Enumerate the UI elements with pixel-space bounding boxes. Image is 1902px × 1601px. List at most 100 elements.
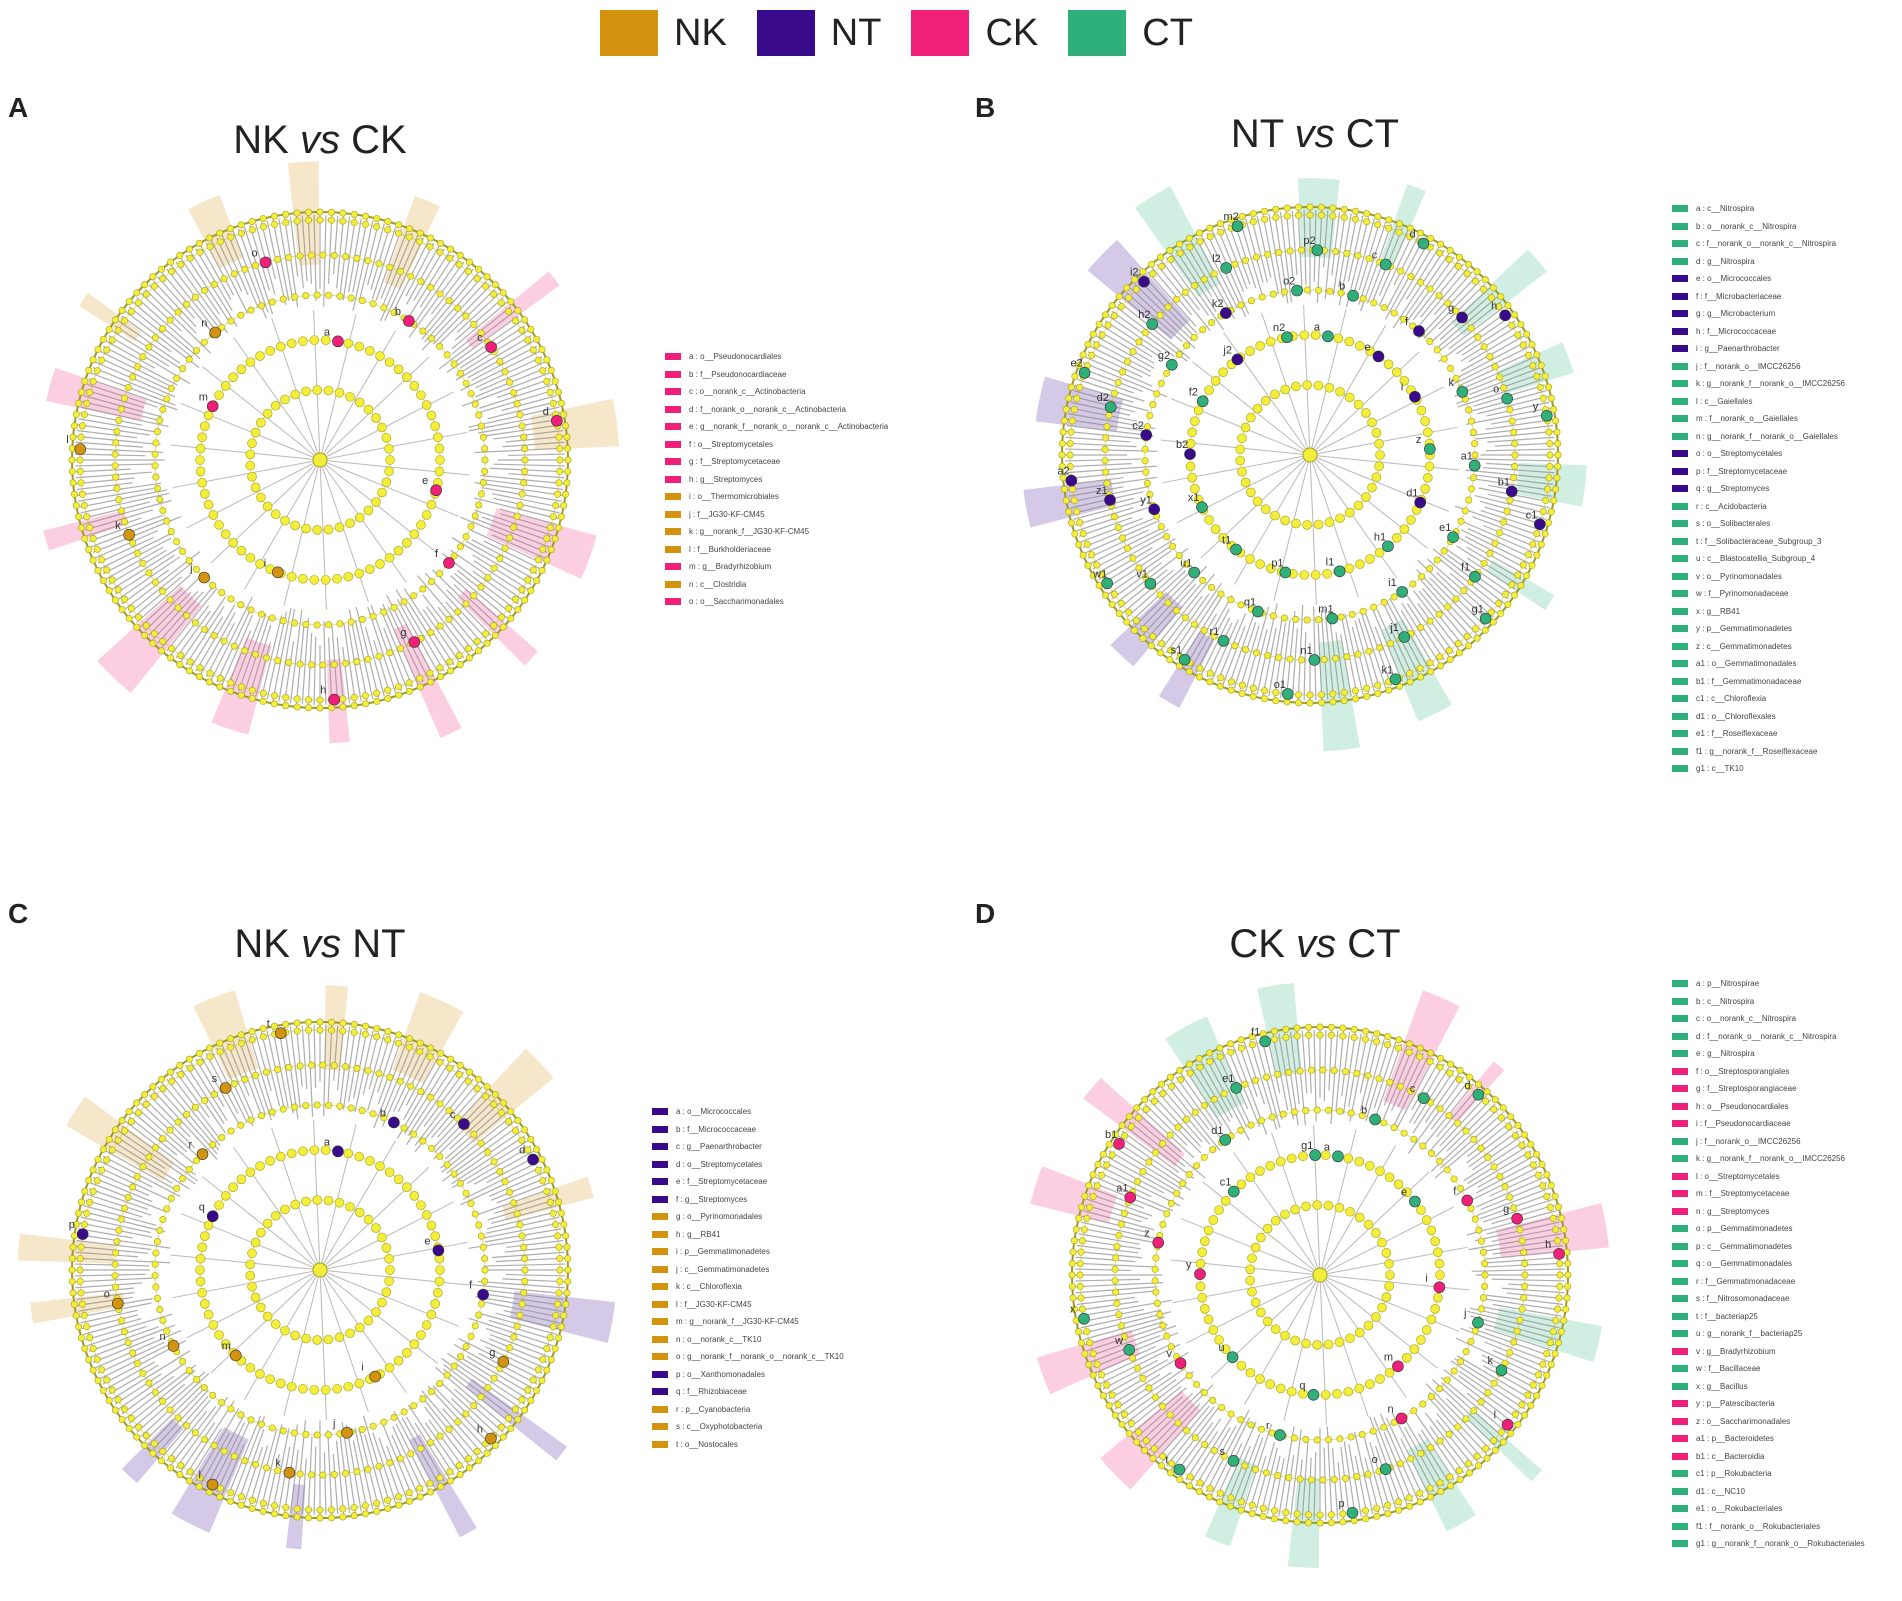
cladogram-node (416, 1200, 426, 1210)
cladogram-node (1166, 656, 1174, 664)
cladogram-branch (1484, 1341, 1548, 1368)
taxon-legend-row: g : o__Pyrinomonadales (652, 1208, 844, 1226)
cladogram-branch (1495, 442, 1555, 447)
cladogram-branch (354, 1427, 374, 1510)
cladogram-node (529, 346, 537, 354)
cladogram-node (1385, 1270, 1395, 1280)
cladogram-node (1231, 260, 1239, 268)
cladogram-branch (108, 549, 167, 585)
cladogram-node (1467, 1205, 1475, 1213)
cladogram-node (1237, 601, 1245, 609)
cladogram-node (362, 700, 370, 708)
cladogram-branch (1297, 604, 1304, 700)
cladogram-node (339, 1019, 347, 1027)
cladogram-node (364, 257, 372, 265)
cladogram-node (369, 300, 377, 308)
cladogram-branch (1077, 1300, 1139, 1311)
cladogram-branch (114, 1373, 162, 1405)
cladogram-branch (380, 230, 408, 300)
taxon-label: e : f__Streptomycetaceae (676, 1177, 768, 1187)
cladogram-branch (505, 1273, 565, 1277)
cladogram-node (1541, 372, 1549, 380)
cladogram-branch (479, 383, 554, 409)
cladogram-node (1481, 1282, 1489, 1290)
cladogram-node (1240, 422, 1251, 433)
cladogram-node (196, 1474, 204, 1482)
cladogram-branch (1118, 301, 1191, 360)
cladogram-branch (362, 1415, 391, 1505)
cladogram-node (1079, 351, 1087, 359)
significant-node (1226, 1351, 1239, 1363)
cladogram-node (268, 298, 276, 306)
cladogram-node (1443, 1166, 1451, 1174)
cladogram-branch (1233, 622, 1257, 689)
cladogram-node (185, 245, 193, 253)
taxon-label: f : o__Streptomycetales (689, 439, 774, 449)
cladogram-node (434, 443, 445, 454)
cladogram-branch (1457, 378, 1544, 408)
cladogram-node (416, 674, 424, 682)
cladogram-node (1075, 1328, 1083, 1336)
cladogram-node (245, 449, 256, 460)
cladogram-node (1423, 427, 1433, 438)
significant-node (123, 529, 135, 541)
cladogram-node (369, 1422, 377, 1430)
cladogram-node (1200, 1304, 1210, 1314)
cladogram-branch (1097, 1171, 1152, 1198)
cladogram-node (1200, 1236, 1210, 1246)
cladogram-branch (1262, 627, 1277, 696)
cladogram-node (371, 1223, 381, 1233)
cladogram-node (1384, 1367, 1395, 1378)
taxon-label: p : c__Gemmatimonadetes (1696, 1241, 1793, 1251)
cladogram-node (248, 217, 256, 225)
cladogram-node (265, 1156, 275, 1166)
taxon-label: d1 : o__Chloroflexales (1696, 711, 1776, 721)
cladogram-branch (1301, 1030, 1308, 1094)
cladogram-branch (1448, 305, 1506, 350)
cladogram-node (166, 1126, 174, 1134)
cladogram-node (1416, 1335, 1426, 1345)
cladogram-node (555, 524, 563, 532)
cladogram-node (1426, 1484, 1434, 1492)
cladogram-node (1185, 1482, 1193, 1490)
cladogram-node (1163, 1332, 1171, 1340)
cladogram-branch (1474, 495, 1549, 515)
cladogram-node (1320, 1390, 1331, 1400)
cladogram-node (1545, 428, 1553, 436)
clade-node-label: c (450, 1109, 456, 1121)
cladogram-node (369, 1110, 377, 1118)
cladogram-node (1396, 1082, 1404, 1090)
cladogram-node (1384, 1510, 1392, 1518)
cladogram-node (1533, 1150, 1541, 1158)
cladogram-node (1454, 262, 1462, 270)
cladogram-node (390, 1413, 398, 1421)
cladogram-node (1129, 1354, 1137, 1362)
cladogram-node (1508, 581, 1516, 589)
cladogram-node (1264, 652, 1272, 660)
clade-node-label: y1 (1140, 494, 1152, 506)
cladogram-node (1089, 1193, 1097, 1201)
cladogram-node (94, 1155, 102, 1163)
cladogram-branch (1466, 557, 1516, 590)
cladogram-branch (1170, 398, 1311, 456)
cladogram-node (427, 283, 435, 291)
cladogram-branch (450, 575, 504, 623)
cladogram-node (1260, 695, 1268, 703)
cladogram-node (1524, 1391, 1532, 1399)
cladogram-node (1364, 1072, 1372, 1080)
cladogram-node (305, 208, 313, 216)
cladogram-branch (1111, 1145, 1183, 1190)
cladogram-node (89, 1344, 97, 1352)
cladogram-node (1510, 428, 1518, 436)
cladogram-node (563, 479, 571, 487)
cladogram-node (1486, 353, 1494, 361)
cladogram-node (497, 1109, 505, 1117)
cladogram-node (89, 1166, 97, 1174)
cladogram-node (1089, 572, 1097, 580)
cladogram-node (1305, 1023, 1313, 1031)
cladogram-branch (1313, 1451, 1317, 1520)
taxon-label: k : g__norank_f__JG30-KF-CM45 (689, 527, 810, 537)
cladogram-branch (1328, 1030, 1333, 1091)
cladogram-branch (289, 216, 299, 277)
cladogram-node (437, 239, 445, 247)
